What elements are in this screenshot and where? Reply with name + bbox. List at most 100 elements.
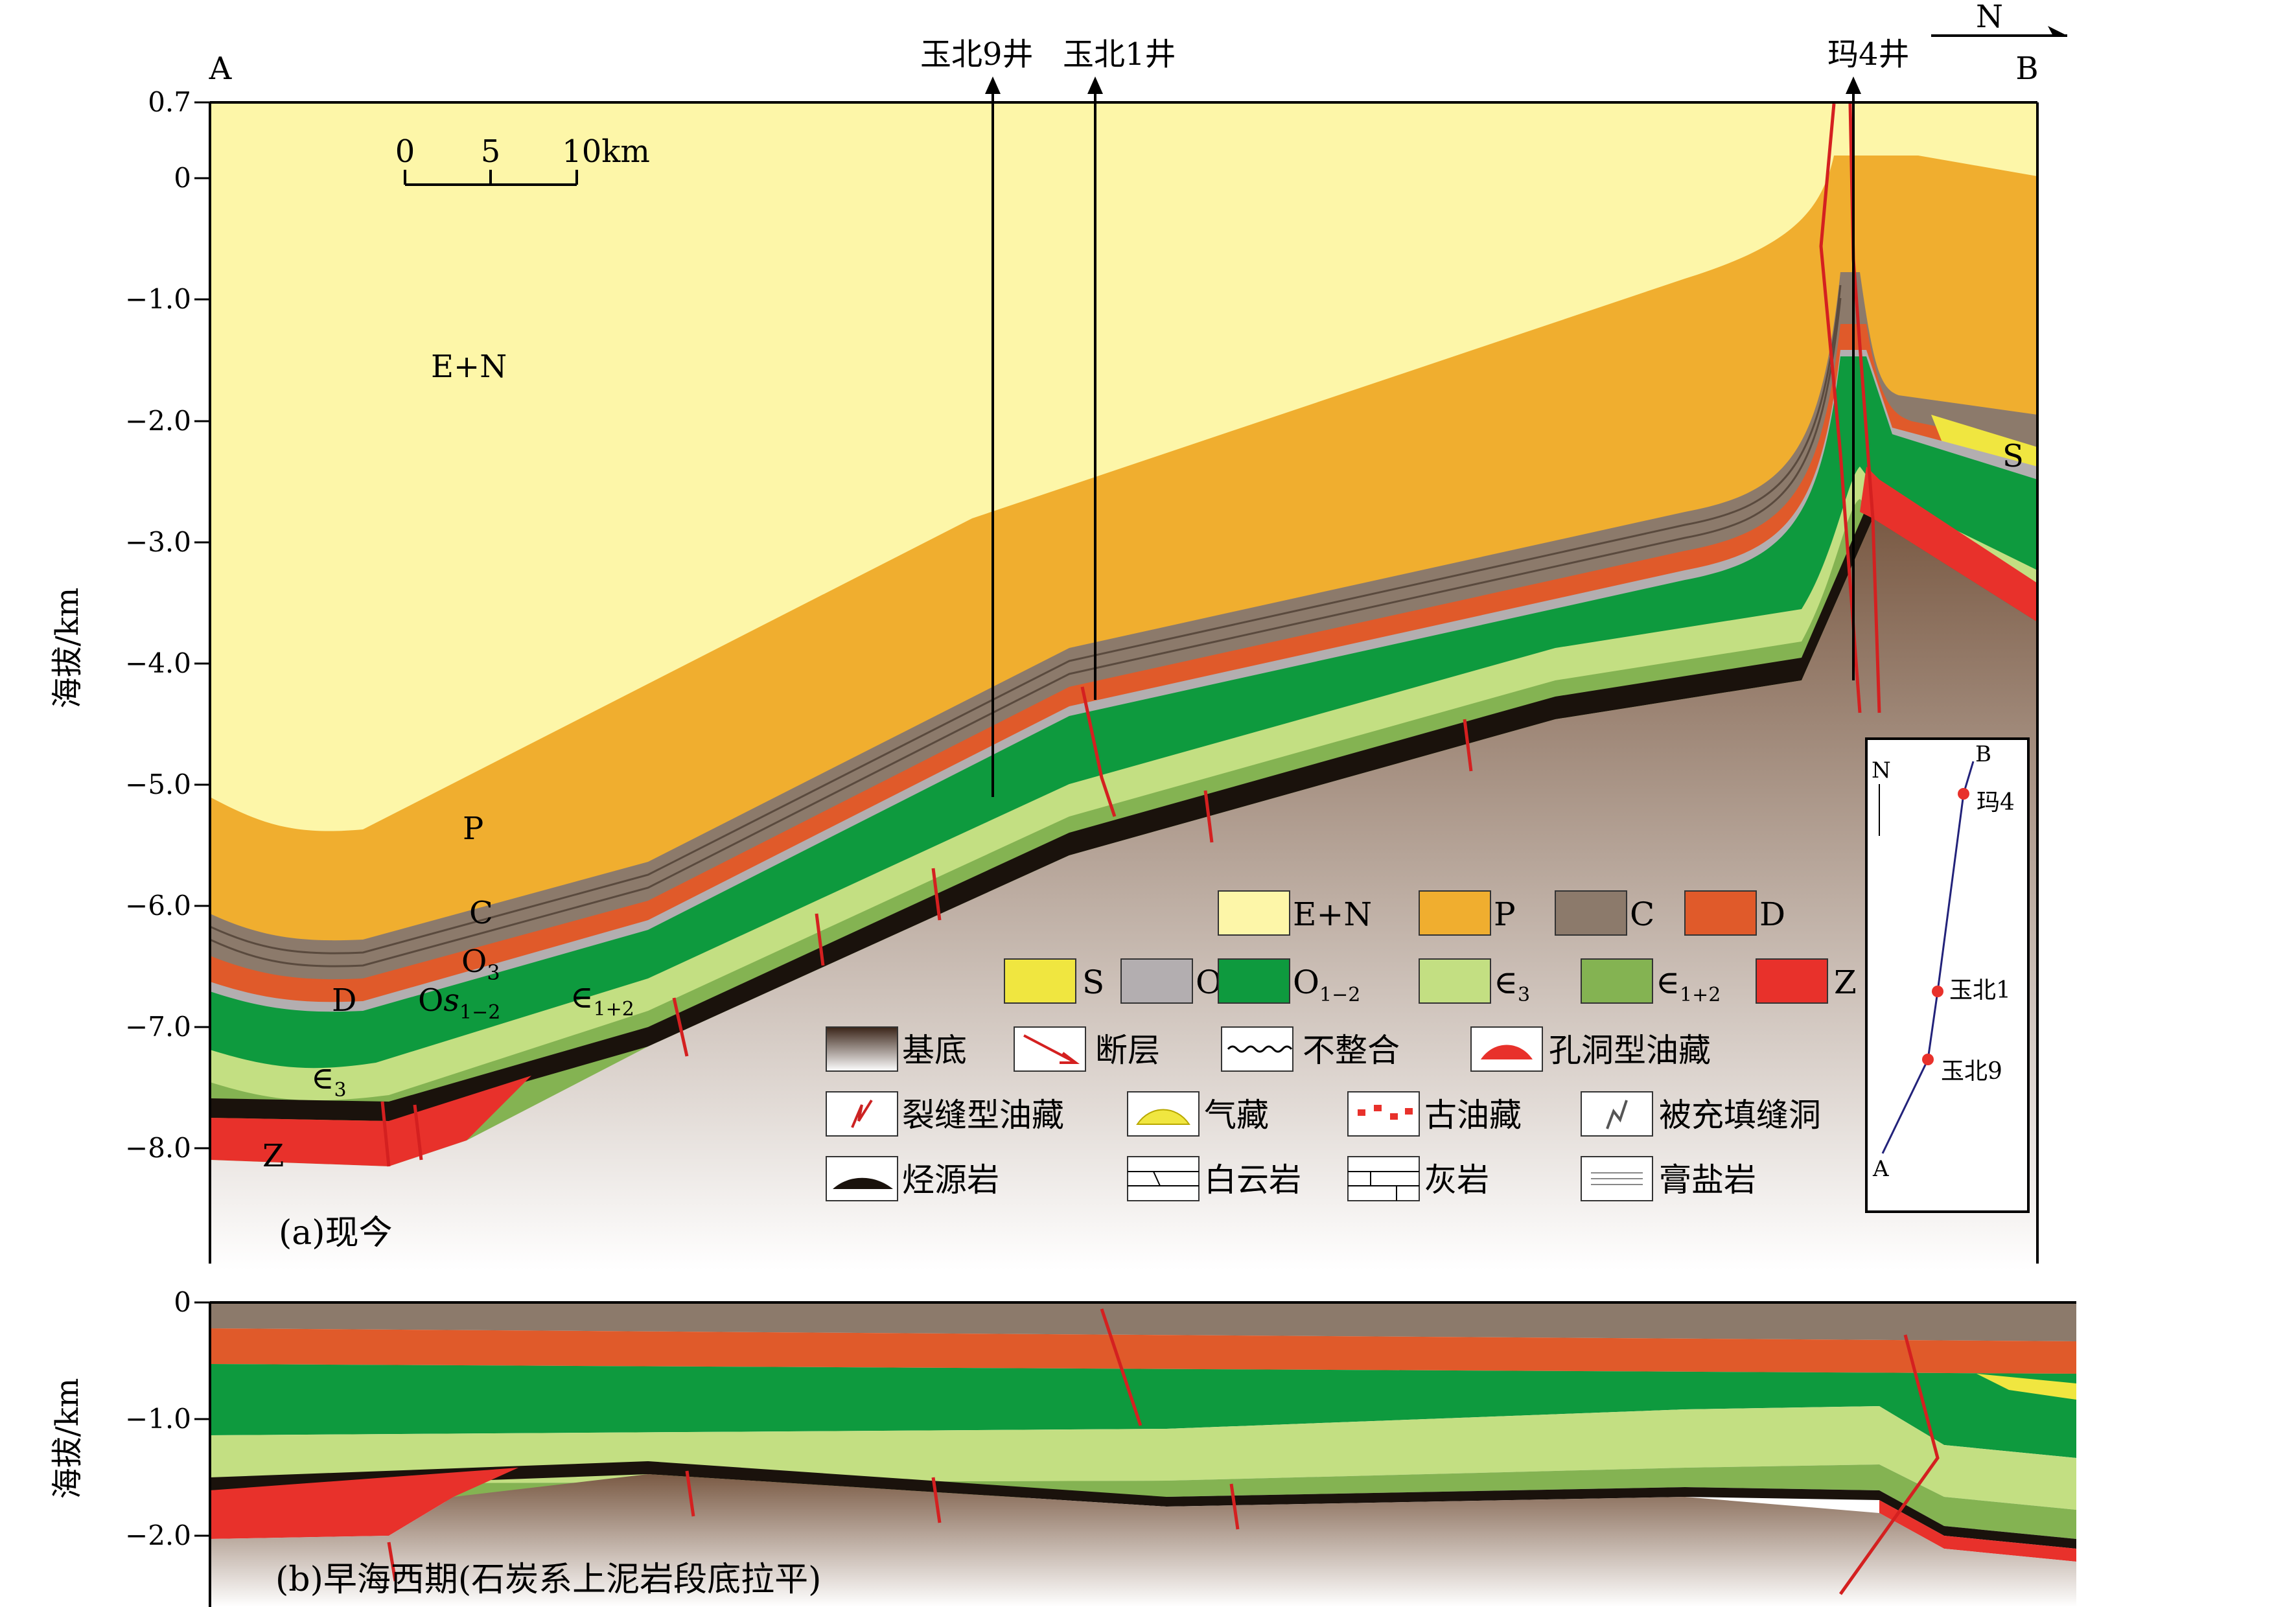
y-tick: −7.0	[125, 1011, 191, 1043]
svg-text:P: P	[1494, 896, 1516, 933]
inset-well-label: 玉北1	[1949, 977, 2011, 1004]
legend-gypsum: 膏盐岩	[1581, 1156, 1756, 1201]
svg-text:断层: 断层	[1095, 1032, 1160, 1069]
y-axis-label-a: 海拔/km	[49, 588, 86, 709]
legend-stratum-e3: ∈3	[1419, 958, 1530, 1006]
svg-text:S: S	[1082, 964, 1104, 1001]
svg-text:不整合: 不整合	[1303, 1032, 1400, 1069]
section-b-axes: 0 −1.0 −2.0	[125, 1286, 2076, 1607]
y-tick: 0.7	[148, 86, 191, 118]
fault-lines-b	[387, 1308, 1940, 1595]
dolomite-icon	[1128, 1171, 1199, 1186]
svg-text:10km: 10km	[562, 133, 650, 170]
y-axis-label-b: 海拔/km	[49, 1378, 86, 1499]
svg-text:灰岩: 灰岩	[1424, 1161, 1489, 1199]
legend-filled-cave: 被充填缝洞	[1581, 1091, 1821, 1137]
svg-text:烃源岩: 烃源岩	[902, 1161, 999, 1199]
svg-text:Z: Z	[1834, 964, 1857, 1001]
formation-label-e3: ∈3	[311, 1060, 347, 1102]
svg-text:O1−2: O1−2	[1293, 964, 1360, 1006]
y-tick: −2.0	[125, 405, 191, 437]
formation-labels: E+N P C D S Z O3 Os1−2 ∈3 ∈1+2	[262, 349, 2024, 1174]
svg-text:膏盐岩: 膏盐岩	[1659, 1161, 1756, 1199]
paleo-reservoir-icon	[1358, 1105, 1413, 1120]
fault-lines	[380, 103, 1881, 1167]
caption-a: (a)现今	[279, 1214, 393, 1253]
well-yubei1: 玉北1井	[1063, 36, 1176, 700]
basement-b	[210, 1474, 2076, 1607]
well-ma4: 玛4井	[1827, 36, 1910, 680]
layer-source-rock-b	[210, 1461, 2076, 1549]
y-tick: 0	[174, 162, 191, 194]
source-rock-icon	[833, 1177, 893, 1189]
y-tick: −2.0	[125, 1520, 191, 1551]
layer-z-b	[210, 1468, 518, 1539]
section-a-y-ticks: 0.7 0 −1.0 −2.0 −3.0 −4.0 −5.0 −6.0 −7.0…	[125, 86, 191, 1164]
legend-limestone: 灰岩	[1347, 1156, 1489, 1201]
formation-label-o3: O3	[461, 943, 500, 985]
well-label: 玉北1井	[1063, 36, 1176, 73]
inset-location-map: N B A 玛4 玉北1 玉北9	[1865, 737, 2030, 1213]
legend-stratum-p: P	[1419, 890, 1516, 936]
caption-b: (b)早海西期(石炭系上泥岩段底拉平)	[275, 1560, 821, 1599]
inset-well-marker	[1922, 1054, 1934, 1065]
legend-unconformity: 不整合	[1221, 1026, 1400, 1072]
layer-z-upper	[1860, 467, 2037, 622]
end-label-b: B	[2015, 51, 2038, 87]
basement-icon: 基底	[902, 1032, 967, 1069]
legend-stratum-s: S	[1004, 958, 1104, 1004]
y-tick: −1.0	[125, 283, 191, 315]
y-tick: 0	[174, 1286, 191, 1318]
svg-text:∈3: ∈3	[1494, 964, 1530, 1006]
basement	[210, 518, 2037, 1269]
legend-paleo-reservoir: 古油藏	[1347, 1091, 1522, 1137]
limestone-icon	[1348, 1171, 1419, 1201]
layer-z	[210, 1076, 531, 1166]
layer-e3-b	[210, 1406, 2076, 1510]
legend-vuggy-reservoir: 孔洞型油藏	[1470, 1026, 1711, 1072]
legend-stratum-e12: ∈1+2	[1581, 958, 1721, 1006]
legend-stratum-d: D	[1684, 890, 1785, 936]
y-tick: −3.0	[125, 526, 191, 558]
inset-end-a: A	[1872, 1156, 1889, 1182]
y-tick: −4.0	[125, 647, 191, 679]
y-tick: −6.0	[125, 890, 191, 921]
svg-text:∈1+2: ∈1+2	[1656, 964, 1721, 1006]
gas-reservoir-icon	[1136, 1109, 1190, 1125]
scale-bar: 0 5 10km	[395, 133, 650, 186]
legend-stratum-en: E+N	[1218, 890, 1372, 936]
formation-label-en: E+N	[431, 349, 507, 385]
svg-text:D: D	[1759, 896, 1785, 933]
svg-text:白云岩: 白云岩	[1204, 1161, 1301, 1199]
legend-fracture-reservoir: 裂缝型油藏	[826, 1091, 1064, 1137]
well-label: 玛4井	[1827, 36, 1910, 73]
well-yubei9: 玉北9井	[920, 36, 1034, 797]
formation-label-c: C	[469, 895, 493, 931]
legend-source-rock: 烃源岩	[826, 1156, 999, 1201]
svg-text:裂缝型油藏: 裂缝型油藏	[902, 1096, 1064, 1134]
inset-well-label: 玉北9	[1941, 1058, 2002, 1085]
inset-well-label: 玛4	[1977, 789, 2015, 816]
svg-text:C: C	[1630, 896, 1654, 933]
section-a-cross-section	[210, 102, 2037, 1269]
formation-label-e12: ∈1+2	[570, 979, 634, 1021]
legend-stratum-z: Z	[1756, 958, 1857, 1004]
unconformity-icon	[1227, 1045, 1293, 1053]
gypsum-icon	[1591, 1172, 1643, 1185]
north-arrow: N	[1931, 0, 2067, 37]
end-label-a: A	[209, 51, 233, 87]
inset-well-marker	[1932, 986, 1943, 997]
legend-gas-reservoir: 气藏	[1127, 1091, 1269, 1137]
y-tick: −1.0	[125, 1403, 191, 1435]
svg-text:N: N	[1976, 0, 2003, 35]
formation-label-p: P	[463, 811, 483, 847]
legend-dolomite: 白云岩	[1127, 1156, 1301, 1201]
fracture-reservoir-icon	[851, 1099, 873, 1128]
inset-end-b: B	[1975, 741, 1991, 767]
well-label: 玉北9井	[920, 36, 1034, 73]
layer-z-b-right	[1879, 1500, 2076, 1562]
svg-text:5: 5	[481, 133, 501, 170]
formation-label-s: S	[2002, 438, 2024, 474]
y-tick: −8.0	[125, 1132, 191, 1164]
vuggy-reservoir-icon	[1481, 1045, 1533, 1059]
